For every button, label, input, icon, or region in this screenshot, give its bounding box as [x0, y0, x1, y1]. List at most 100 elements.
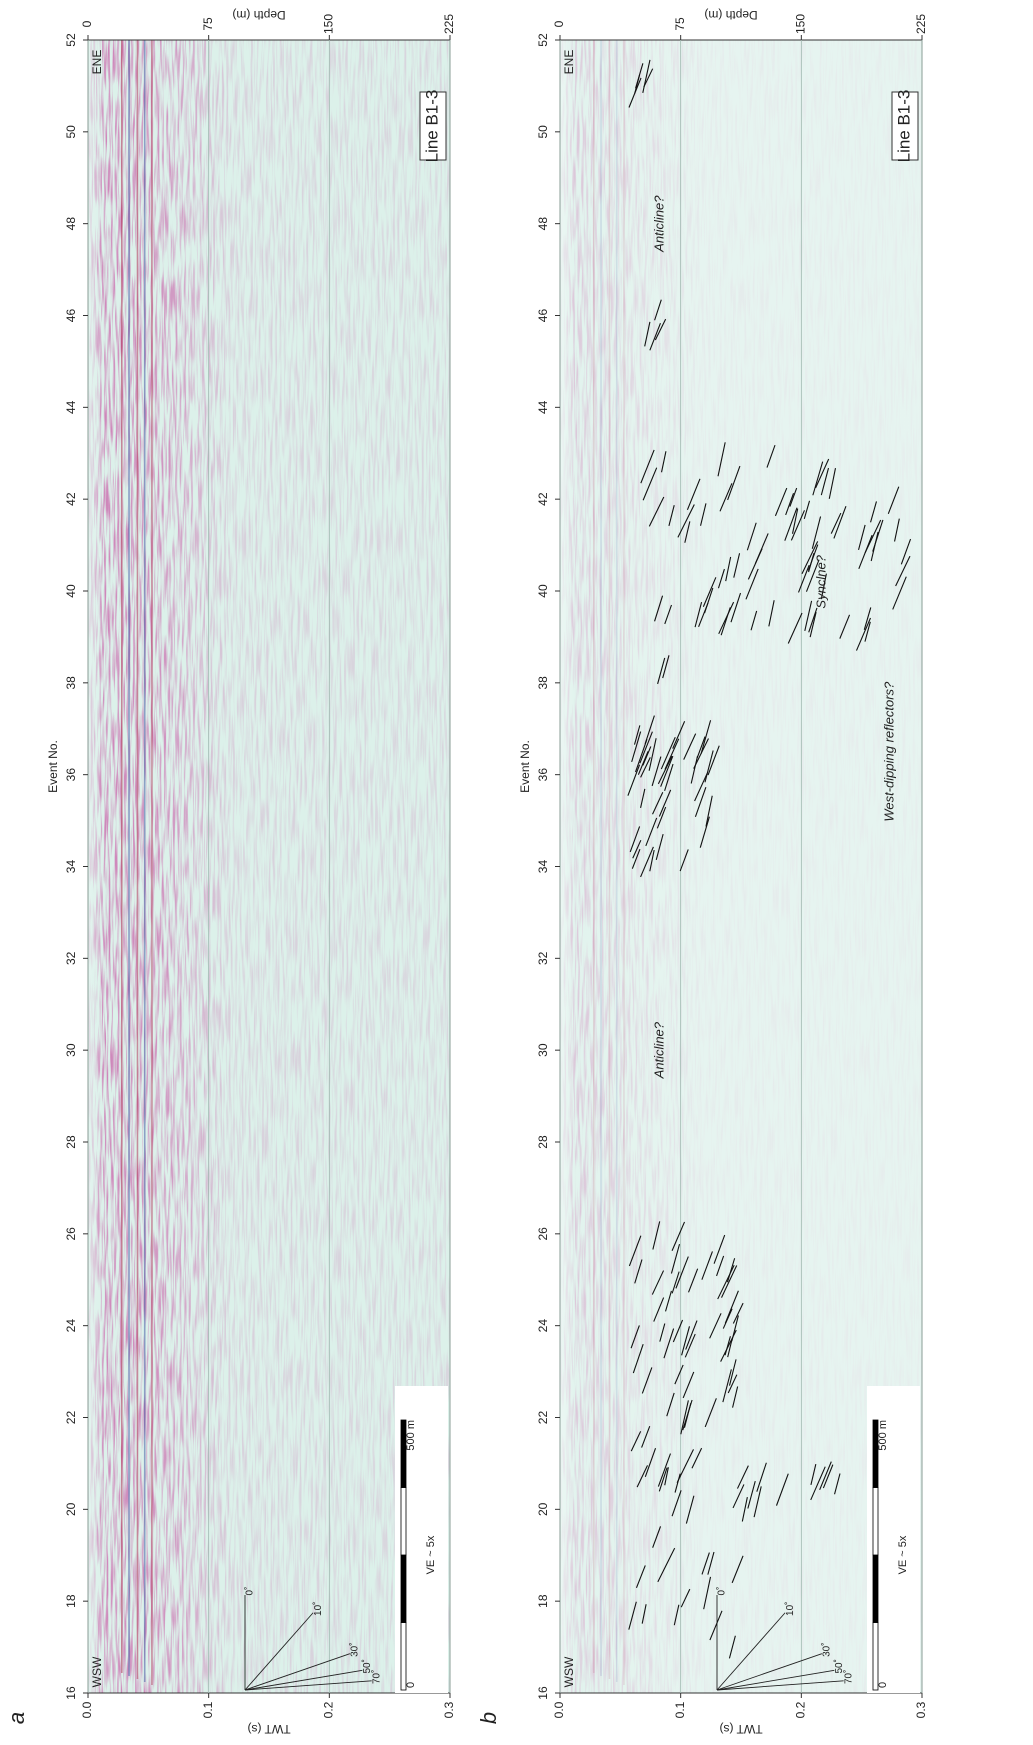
interpreted-reflector	[895, 555, 911, 587]
scale-segment	[872, 1622, 879, 1691]
interpreted-reflector	[676, 1449, 694, 1483]
dip-label: 30˚	[349, 1642, 361, 1656]
interpreted-reflector	[652, 791, 664, 815]
interpreted-reflector	[894, 518, 900, 542]
interpreted-reflector	[628, 1235, 642, 1267]
interpreted-reflector	[644, 715, 655, 744]
interpreted-reflector	[627, 764, 641, 796]
y-tick-label: 0.3	[914, 1701, 928, 1718]
interpreted-reflector	[864, 519, 882, 553]
interpreted-reflector	[679, 849, 689, 872]
dip-line	[244, 1680, 372, 1691]
y-tick-label: 0.0	[552, 1701, 566, 1718]
interpreted-reflector	[725, 556, 732, 582]
interpreted-reflector	[634, 1259, 643, 1284]
interpreted-reflector	[635, 1565, 646, 1588]
interpreted-reflector	[680, 1400, 689, 1435]
interpreted-reflector	[657, 1453, 671, 1487]
dip-line	[244, 1669, 363, 1691]
x-tick-label: 36	[536, 768, 550, 782]
interpreted-reflector	[704, 1398, 717, 1428]
interpreted-reflector	[662, 655, 670, 679]
title-box	[419, 91, 447, 161]
interpreted-reflector	[672, 721, 686, 749]
x-tick-label: 48	[536, 217, 550, 231]
interpreted-reflector	[684, 521, 691, 543]
x-tick-label: 48	[64, 217, 78, 231]
x-tick-label: 28	[64, 1135, 78, 1149]
scale-segment	[872, 1487, 879, 1556]
interpreted-reflector	[677, 504, 695, 538]
x-tick-label: 16	[64, 1686, 78, 1700]
x-tick-label: 22	[536, 1411, 550, 1425]
interpreted-reflector	[683, 733, 697, 760]
interpreted-reflector	[721, 1265, 738, 1298]
interpreted-reflector	[728, 1359, 737, 1386]
x-tick-label: 44	[64, 400, 78, 414]
interpreted-reflector	[747, 548, 763, 580]
x-tick-label: 38	[64, 676, 78, 690]
x-tick-label: 46	[536, 309, 550, 323]
x-tick-label: 46	[64, 309, 78, 323]
interpreted-reflector	[703, 1576, 712, 1610]
y-tick-label: 0.1	[673, 1701, 687, 1718]
y2-tick-label: 0	[552, 20, 566, 27]
x-tick-label: 34	[64, 860, 78, 874]
x-tick-label: 40	[536, 584, 550, 598]
interpreted-reflector	[642, 467, 658, 501]
interpreted-reflector	[700, 503, 707, 526]
vertical-exaggeration: VE ~ 5x	[425, 1535, 437, 1574]
interpreted-reflector	[717, 442, 726, 477]
interpreted-reflector	[705, 795, 713, 827]
interpreted-reflector	[694, 601, 703, 628]
interpreted-reflector	[727, 1338, 733, 1358]
direction-end: ENE	[562, 50, 576, 75]
y2-tick-label: 0	[80, 20, 94, 27]
interpreted-reflector	[658, 1467, 668, 1492]
interpreted-reflector	[691, 1447, 703, 1469]
interpreted-reflector	[810, 1466, 826, 1501]
interpreted-reflector	[720, 607, 731, 636]
x-tick-label: 32	[536, 951, 550, 965]
dip-line	[244, 1612, 314, 1691]
interpreted-reflector	[681, 1326, 691, 1356]
direction-end: ENE	[90, 50, 104, 75]
interpreted-reflector	[640, 846, 654, 878]
interpreted-reflector	[717, 1264, 735, 1300]
interpreted-reflector	[642, 746, 652, 766]
interpreted-reflector	[810, 1464, 817, 1486]
interpreted-reflector	[657, 657, 666, 685]
interpreted-reflector	[629, 826, 641, 853]
interpreted-reflector	[730, 592, 742, 623]
interpreted-reflector	[808, 553, 815, 573]
interpreted-reflector	[733, 553, 741, 578]
interpreted-reflector	[690, 755, 699, 784]
dip-label: 10˚	[312, 1602, 324, 1616]
dip-line	[716, 1680, 844, 1691]
interpreted-reflector	[659, 1323, 666, 1342]
interpreted-reflector	[809, 612, 817, 638]
interpreted-reflector	[804, 600, 813, 632]
interpreted-reflector	[672, 1319, 684, 1343]
interpreted-reflector	[660, 451, 667, 473]
interpreted-reflector	[664, 604, 673, 625]
interpreted-reflector	[822, 1464, 834, 1489]
interpreted-reflector	[704, 750, 714, 783]
interpreted-reflector	[688, 1268, 699, 1293]
interpreted-reflector	[863, 607, 872, 630]
interpreted-reflector	[808, 607, 818, 633]
interpreted-reflector	[797, 565, 810, 593]
interpreted-reflector	[668, 505, 675, 527]
direction-start: WSW	[562, 1656, 576, 1687]
interpreted-reflector	[775, 1473, 789, 1506]
direction-start: WSW	[90, 1656, 104, 1687]
dip-label: 70˚	[370, 1670, 382, 1684]
y-tick-label: 0.2	[322, 1701, 336, 1718]
x-tick-label: 36	[64, 768, 78, 782]
interpreted-reflector	[900, 538, 912, 565]
interpreted-reflector	[685, 1320, 698, 1350]
section-fade	[560, 40, 922, 1693]
interpreted-reflector	[833, 505, 847, 539]
interpreted-reflector	[632, 839, 642, 859]
interpreted-reflector	[709, 1610, 723, 1641]
